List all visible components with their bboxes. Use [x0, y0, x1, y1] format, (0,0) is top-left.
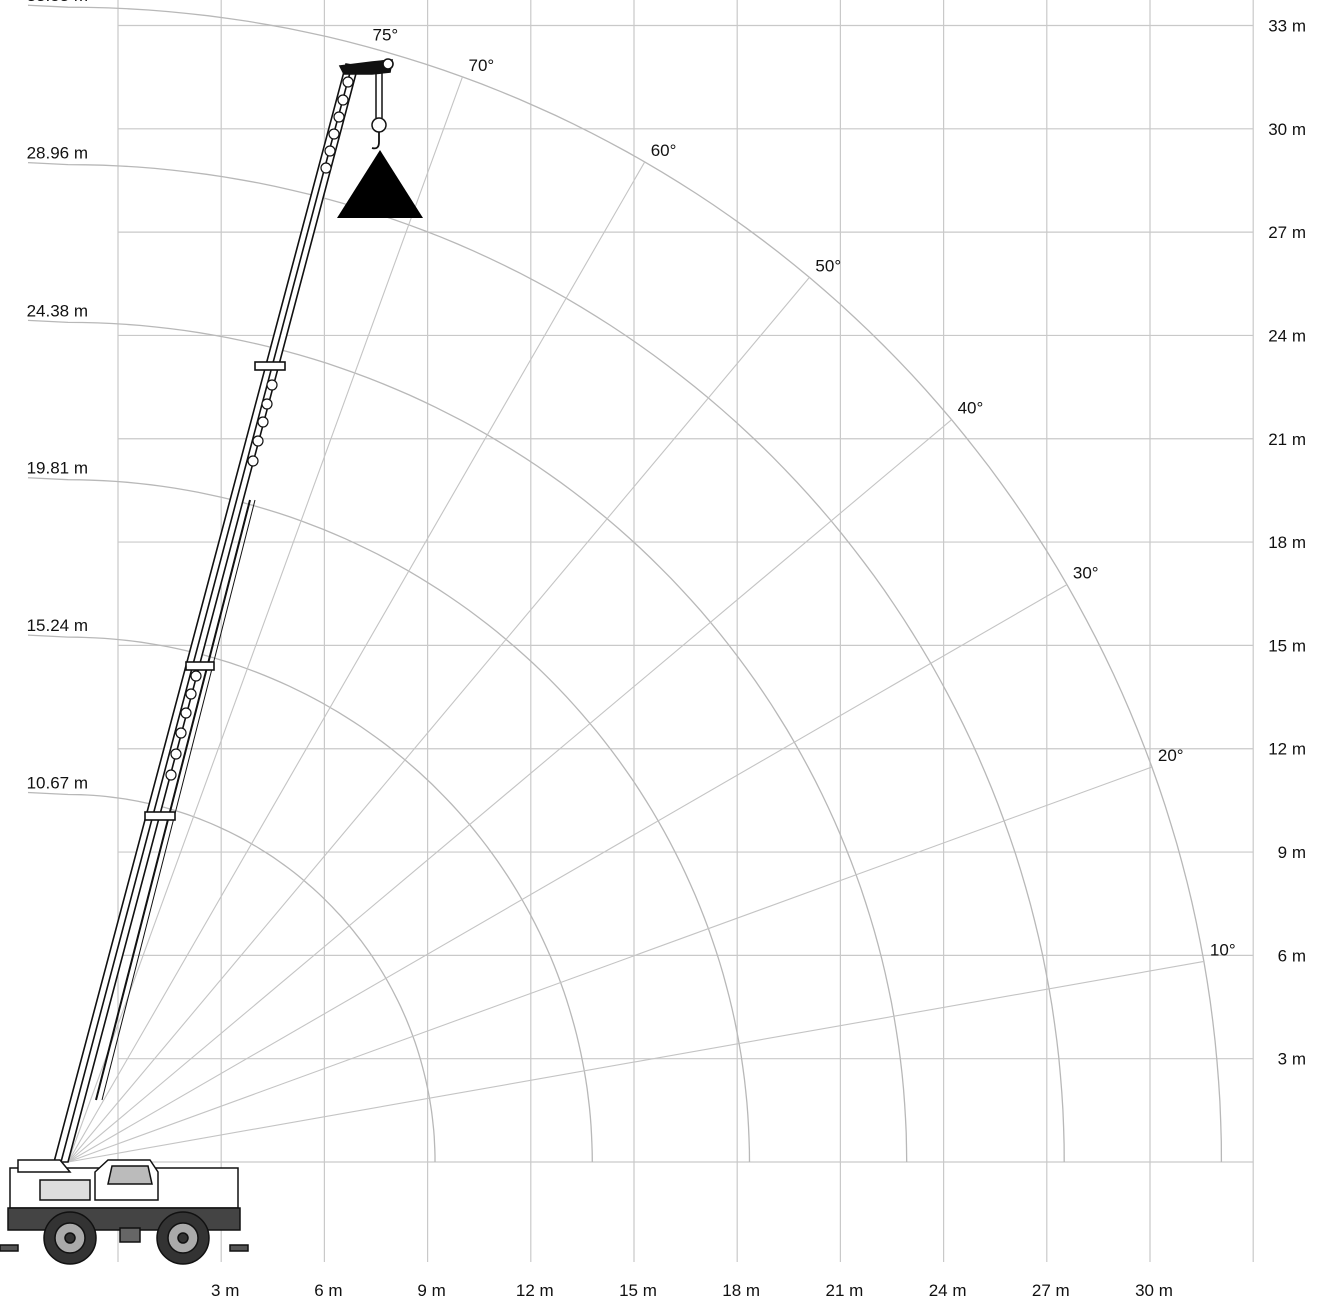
- y-tick-label: 3 m: [1278, 1050, 1306, 1069]
- boom-length-arc: [27, 161, 1065, 1163]
- y-tick-label: 15 m: [1268, 636, 1306, 655]
- x-tick-label: 9 m: [417, 1281, 445, 1300]
- boom-angle-label: 75°: [373, 26, 399, 45]
- y-tick-label: 6 m: [1278, 946, 1306, 965]
- boom-angle-line: [67, 76, 464, 1163]
- x-tick-label: 15 m: [619, 1281, 657, 1300]
- boom-length-arc: [27, 319, 908, 1163]
- boom-angle-line: [67, 960, 1205, 1163]
- boom-angle-label: 50°: [815, 256, 841, 275]
- boom-angle-label: 60°: [651, 141, 677, 160]
- x-tick-label: 21 m: [826, 1281, 864, 1300]
- boom-length-label: 24.38 m: [27, 301, 88, 320]
- boom-angle-label: 70°: [468, 56, 494, 75]
- grid: [117, 0, 1254, 1262]
- x-tick-label: 3 m: [211, 1281, 239, 1300]
- y-tick-label: 18 m: [1268, 533, 1306, 552]
- x-tick-label: 6 m: [314, 1281, 342, 1300]
- boom-length-arc: [27, 791, 436, 1162]
- boom-length-arc: [27, 477, 751, 1163]
- y-tick-label: 27 m: [1268, 223, 1306, 242]
- boom-angle-label: 30°: [1073, 564, 1099, 583]
- boom-length-label: 28.96 m: [27, 144, 88, 163]
- y-tick-label: 21 m: [1268, 430, 1306, 449]
- x-tick-label: 30 m: [1135, 1281, 1173, 1300]
- crane-illustration: [0, 58, 423, 1265]
- boom-angle-line: [67, 161, 646, 1163]
- boom-angle-label: 20°: [1158, 746, 1184, 765]
- hook-load: [337, 72, 423, 218]
- boom-angle-label: 40°: [958, 399, 984, 418]
- y-tick-label: 12 m: [1268, 740, 1306, 759]
- boom-length-label: 19.81 m: [27, 459, 88, 478]
- x-tick-label: 18 m: [722, 1281, 760, 1300]
- boom-length-label: 15.24 m: [27, 616, 88, 635]
- x-tick-label: 12 m: [516, 1281, 554, 1300]
- boom-angle-line: [67, 584, 1068, 1163]
- boom-length-label: 33.53 m: [27, 0, 88, 5]
- x-tick-label: 27 m: [1032, 1281, 1070, 1300]
- labels: 10.67 m 15.24 m 19.81 m 24.38 m 28.96 m 33.53…: [27, 0, 1306, 1300]
- y-tick-label: 9 m: [1278, 843, 1306, 862]
- boom-length-arc: [27, 4, 1223, 1163]
- boom: [52, 58, 394, 1163]
- y-tick-label: 24 m: [1268, 326, 1306, 345]
- y-tick-label: 33 m: [1268, 16, 1306, 35]
- boom-angle-line: [67, 419, 952, 1163]
- boom-angle-line: [67, 277, 810, 1163]
- carrier: [0, 1159, 249, 1265]
- boom-angle-label: 10°: [1210, 940, 1236, 959]
- y-tick-label: 30 m: [1268, 120, 1306, 139]
- boom-length-arc: [27, 634, 593, 1163]
- boom-length-label: 10.67 m: [27, 774, 88, 793]
- boom-angle-lines: [67, 76, 1205, 1163]
- x-tick-label: 24 m: [929, 1281, 967, 1300]
- boom-angle-line: [67, 766, 1153, 1163]
